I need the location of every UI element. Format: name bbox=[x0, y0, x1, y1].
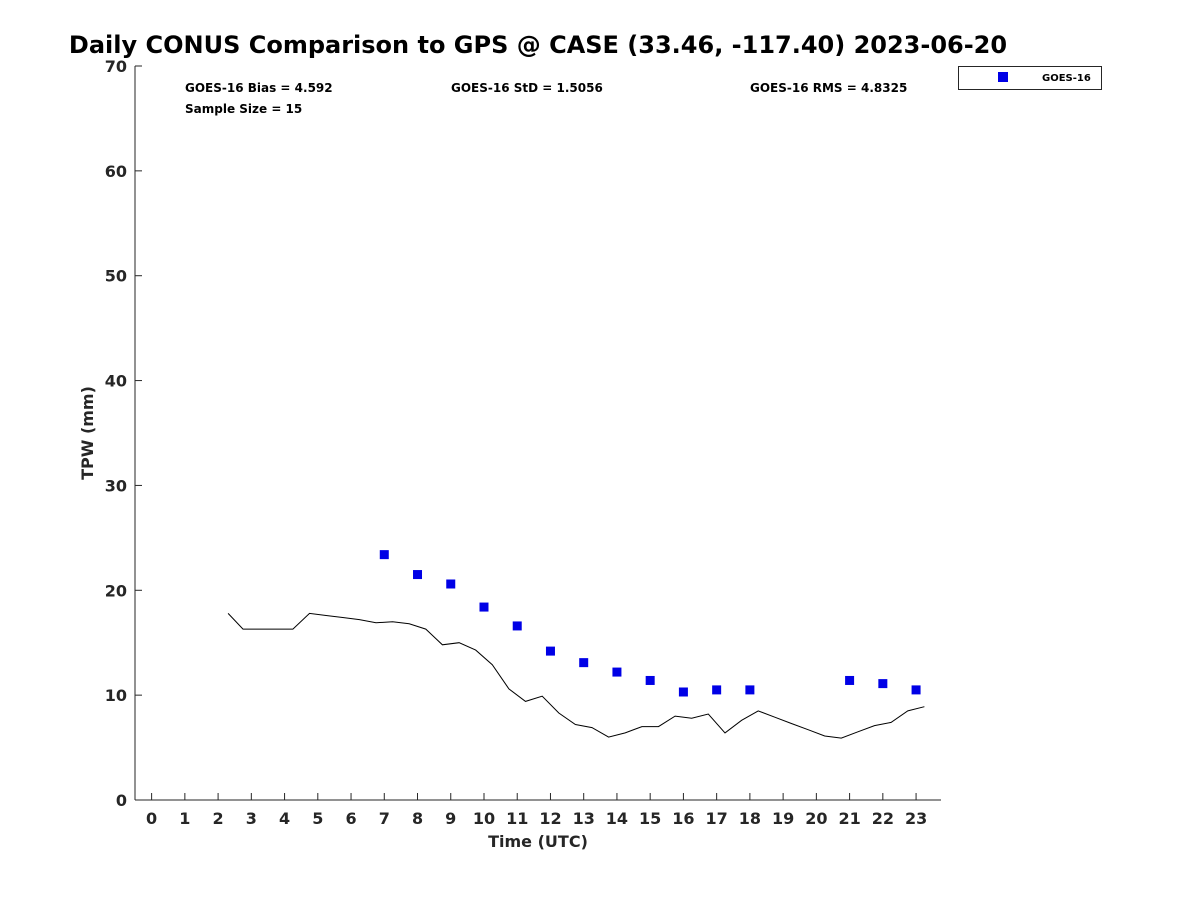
goes16-point bbox=[512, 621, 522, 631]
x-ticks: 0 1 2 3 4 5 6 7 8 9 10 11 12 13 14 15 16 17 18 19 20 21 22 23 bbox=[146, 793, 927, 828]
legend: GOES-16 bbox=[958, 66, 1102, 90]
goes16-point bbox=[379, 550, 389, 560]
goes16-point bbox=[645, 675, 655, 685]
goes16-point bbox=[712, 685, 722, 695]
y-tick-label: 10 bbox=[105, 686, 127, 705]
x-tick-label: 20 bbox=[805, 809, 827, 828]
goes16-point bbox=[911, 685, 921, 695]
goes16-point bbox=[745, 685, 755, 695]
bias-stat: GOES-16 Bias = 4.592 bbox=[185, 81, 333, 95]
goes16-point bbox=[845, 675, 855, 685]
x-tick-label: 12 bbox=[539, 809, 561, 828]
x-tick-label: 4 bbox=[279, 809, 290, 828]
series-layer bbox=[227, 550, 925, 739]
y-axis-label: TPW (mm) bbox=[78, 386, 97, 480]
goes16-point bbox=[545, 646, 555, 656]
goes16-point bbox=[579, 658, 589, 668]
y-ticks: 0 10 20 30 40 50 60 70 bbox=[105, 57, 142, 810]
goes16-point bbox=[479, 602, 489, 612]
x-tick-label: 13 bbox=[573, 809, 595, 828]
legend-marker-goes16 bbox=[998, 72, 1008, 82]
x-tick-label: 5 bbox=[312, 809, 323, 828]
x-tick-label: 8 bbox=[412, 809, 423, 828]
x-tick-label: 16 bbox=[672, 809, 694, 828]
y-tick-label: 50 bbox=[105, 267, 127, 286]
x-tick-label: 23 bbox=[905, 809, 927, 828]
goes16-point bbox=[446, 579, 456, 589]
y-tick-label: 40 bbox=[105, 372, 127, 391]
x-tick-label: 18 bbox=[739, 809, 761, 828]
y-tick-label: 20 bbox=[105, 581, 127, 600]
std-stat: GOES-16 StD = 1.5056 bbox=[451, 81, 603, 95]
legend-label-goes16: GOES-16 bbox=[1042, 73, 1091, 84]
x-tick-label: 6 bbox=[345, 809, 356, 828]
y-tick-label: 60 bbox=[105, 162, 127, 181]
goes16-point bbox=[878, 679, 888, 689]
legend-box bbox=[958, 66, 1102, 90]
goes16-point bbox=[413, 570, 423, 580]
x-tick-label: 19 bbox=[772, 809, 794, 828]
x-tick-label: 14 bbox=[606, 809, 628, 828]
x-tick-label: 17 bbox=[706, 809, 728, 828]
y-tick-label: 30 bbox=[105, 476, 127, 495]
x-tick-label: 21 bbox=[838, 809, 860, 828]
x-tick-label: 0 bbox=[146, 809, 157, 828]
goes16-point bbox=[612, 667, 622, 677]
x-tick-label: 10 bbox=[473, 809, 495, 828]
x-tick-label: 2 bbox=[213, 809, 224, 828]
x-tick-label: 15 bbox=[639, 809, 661, 828]
sample-size-stat: Sample Size = 15 bbox=[185, 102, 302, 116]
x-tick-label: 1 bbox=[179, 809, 190, 828]
rms-stat: GOES-16 RMS = 4.8325 bbox=[750, 81, 907, 95]
x-tick-label: 11 bbox=[506, 809, 528, 828]
goes16-point bbox=[678, 687, 688, 697]
chart-title: Daily CONUS Comparison to GPS @ CASE (33… bbox=[69, 31, 1007, 59]
x-tick-label: 7 bbox=[379, 809, 390, 828]
y-tick-label: 70 bbox=[105, 57, 127, 76]
x-tick-label: 3 bbox=[246, 809, 257, 828]
x-tick-label: 22 bbox=[872, 809, 894, 828]
gps-tpw-line bbox=[227, 612, 925, 739]
x-tick-label: 9 bbox=[445, 809, 456, 828]
y-tick-label: 0 bbox=[116, 791, 127, 810]
x-axis-label: Time (UTC) bbox=[488, 832, 588, 851]
